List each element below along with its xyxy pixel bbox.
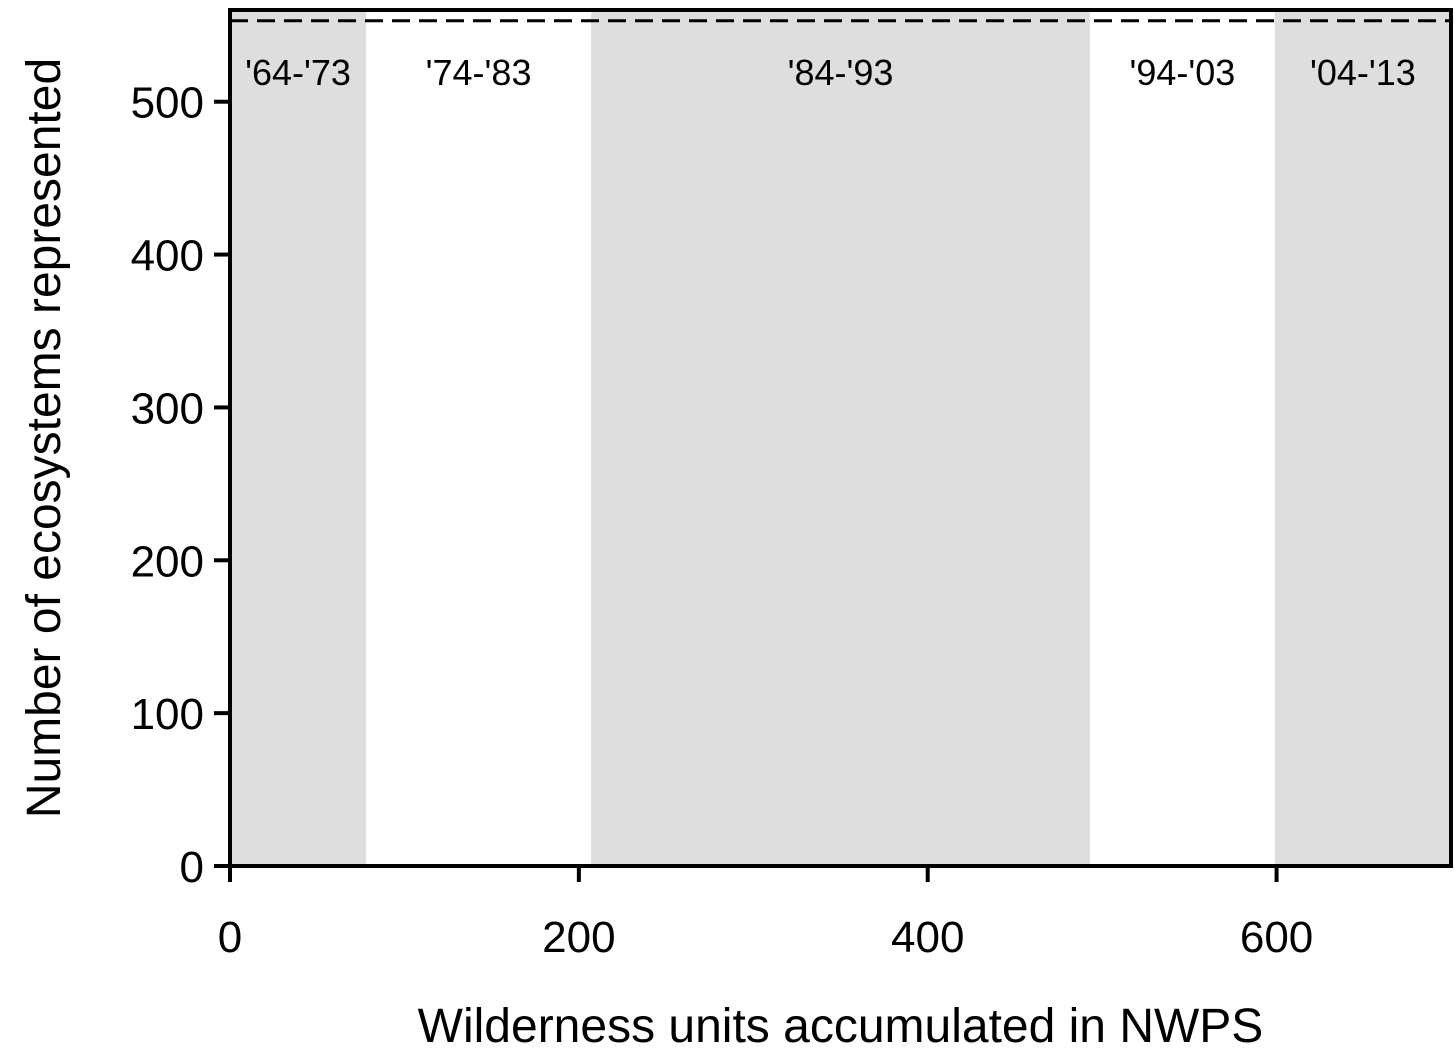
period-labels: '64-'73 '74-'83 '84-'93 '94-'03 '04-'13 bbox=[245, 52, 1416, 93]
period-band bbox=[230, 10, 367, 866]
y-tick-label: 200 bbox=[131, 537, 204, 586]
x-tick-label: 600 bbox=[1240, 913, 1313, 962]
y-tick-label: 300 bbox=[131, 384, 204, 433]
y-tick-label: 0 bbox=[180, 843, 204, 892]
period-label: '64-'73 bbox=[245, 52, 351, 93]
period-label: '84-'93 bbox=[788, 52, 894, 93]
plot-frame bbox=[228, 8, 1453, 868]
x-tick-label: 400 bbox=[891, 913, 964, 962]
y-axis-title: Number of ecosystems represented bbox=[18, 58, 71, 818]
period-label: '04-'13 bbox=[1310, 52, 1416, 93]
x-axis: 0 200 400 600 bbox=[218, 866, 1313, 962]
period-label: '74-'83 bbox=[426, 52, 532, 93]
y-tick-label: 400 bbox=[131, 232, 204, 281]
y-axis: 0 100 200 300 400 500 bbox=[131, 79, 230, 892]
x-axis-title: Wilderness units accumulated in NWPS bbox=[418, 1000, 1264, 1053]
period-label: '94-'03 bbox=[1129, 52, 1235, 93]
y-tick-label: 500 bbox=[131, 79, 204, 128]
y-tick-label: 100 bbox=[131, 690, 204, 739]
period-band bbox=[1274, 10, 1451, 866]
period-band bbox=[591, 10, 1090, 866]
period-bands bbox=[230, 10, 1451, 866]
plot-border bbox=[228, 8, 1453, 868]
x-tick-label: 0 bbox=[218, 913, 242, 962]
x-tick-label: 200 bbox=[542, 913, 615, 962]
